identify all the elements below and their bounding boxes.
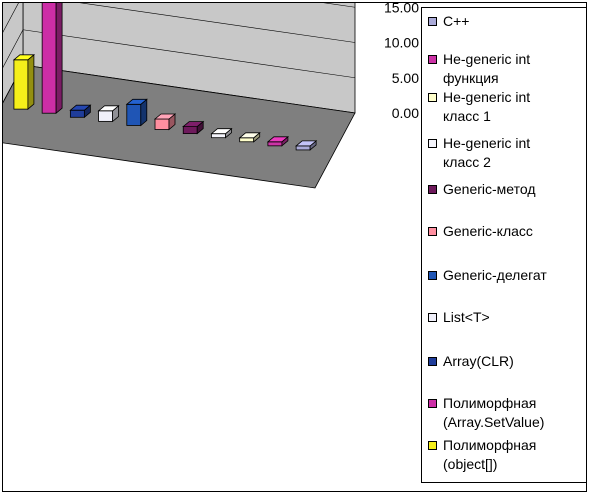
bar-side bbox=[27, 53, 35, 110]
bar-top bbox=[125, 98, 148, 105]
legend-swatch bbox=[428, 17, 437, 26]
legend-swatch bbox=[428, 271, 437, 280]
legend-label: Generic-делегат bbox=[443, 267, 547, 283]
legend-swatch bbox=[428, 441, 437, 450]
bar-top bbox=[153, 113, 177, 120]
bar-top bbox=[69, 104, 92, 111]
bar bbox=[69, 109, 85, 118]
chart-legend: C++ Не-generic int функция Не-generic int … bbox=[421, 7, 586, 483]
legend-label: List<T> bbox=[443, 309, 490, 325]
y-tick-label: 15.00 bbox=[384, 3, 419, 15]
legend-label: Полиморфная (Array.SetValue) bbox=[443, 395, 545, 430]
gridline bbox=[22, 29, 356, 79]
y-tick-label: 10.00 bbox=[384, 35, 419, 51]
bar-side bbox=[55, 3, 63, 115]
bar bbox=[126, 103, 142, 126]
legend-swatch bbox=[428, 185, 437, 194]
bar-top bbox=[210, 128, 233, 135]
bar-top bbox=[266, 136, 290, 143]
bar bbox=[154, 118, 170, 130]
legend-swatch bbox=[428, 399, 437, 408]
legend-label: Полиморфная (object[]) bbox=[443, 437, 537, 472]
bar-top bbox=[238, 132, 261, 139]
bar bbox=[98, 110, 113, 122]
legend-label: Generic-класс bbox=[443, 223, 533, 239]
legend-label: Не-generic int класс 2 bbox=[443, 135, 531, 170]
legend-swatch bbox=[428, 313, 437, 322]
y-tick-label: 5.00 bbox=[392, 70, 419, 86]
legend-swatch bbox=[428, 139, 437, 148]
gridline-side bbox=[3, 3, 19, 33]
legend-swatch bbox=[428, 227, 437, 236]
bar-top bbox=[97, 105, 120, 112]
legend-label: Не-generic int функция bbox=[443, 51, 531, 86]
bar-top bbox=[294, 140, 318, 147]
floor bbox=[3, 64, 356, 189]
legend-label: Array(CLR) bbox=[443, 353, 514, 369]
legend-swatch bbox=[428, 55, 437, 64]
bar bbox=[267, 141, 283, 147]
gridline bbox=[79, 3, 356, 43]
bar bbox=[211, 133, 226, 139]
bar-top bbox=[12, 54, 36, 61]
side-wall bbox=[3, 3, 24, 104]
bar bbox=[41, 3, 57, 114]
legend-label: C++ bbox=[443, 13, 470, 29]
legend-swatch bbox=[428, 93, 437, 102]
bar bbox=[182, 126, 198, 135]
bar bbox=[13, 59, 29, 110]
bar bbox=[239, 137, 255, 143]
gridline-side bbox=[3, 29, 24, 68]
bar bbox=[295, 145, 311, 151]
legend-label: Generic-метод bbox=[443, 181, 536, 197]
y-tick-label: 0.00 bbox=[392, 105, 419, 121]
bar-top bbox=[182, 121, 205, 127]
legend-swatch bbox=[428, 357, 437, 366]
legend-label: Не-generic int класс 1 bbox=[443, 89, 531, 124]
